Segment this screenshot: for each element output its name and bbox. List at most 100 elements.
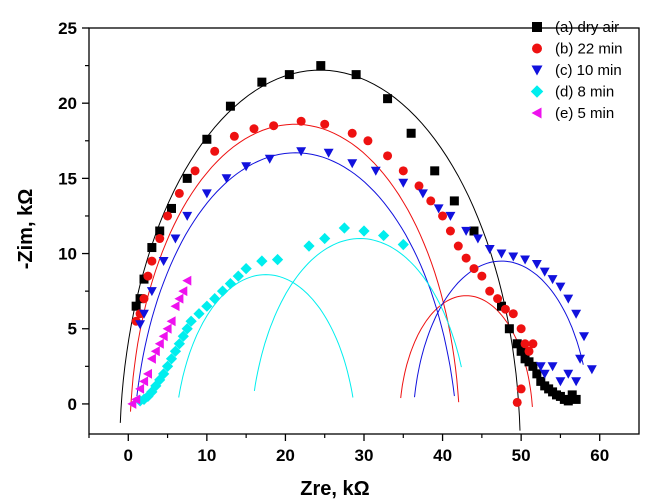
y-tick-label: 10 <box>58 245 77 264</box>
data-point <box>555 282 566 292</box>
data-point <box>445 211 456 221</box>
data-point <box>469 264 479 274</box>
data-point <box>512 339 522 349</box>
data-point <box>516 384 526 394</box>
data-point <box>169 345 182 357</box>
data-point <box>202 134 212 144</box>
data-point <box>536 376 546 386</box>
series-5 <box>127 275 192 409</box>
data-point <box>571 377 582 387</box>
legend-label: (c) 10 min <box>555 62 622 79</box>
series-3 <box>135 147 597 387</box>
data-point <box>497 301 506 311</box>
data-point <box>161 360 174 372</box>
data-point <box>579 332 589 342</box>
data-point <box>240 263 252 275</box>
data-point <box>225 101 235 111</box>
data-point <box>528 339 538 349</box>
data-point <box>182 173 192 183</box>
data-point <box>296 116 306 126</box>
data-point <box>264 154 275 164</box>
data-point <box>586 365 597 375</box>
data-point <box>363 136 373 146</box>
data-point <box>438 211 448 221</box>
data-point <box>135 383 145 394</box>
x-tick-label: 60 <box>590 446 609 465</box>
data-point <box>193 308 205 320</box>
data-point <box>461 226 472 236</box>
data-point <box>426 196 436 206</box>
x-tick-label: 0 <box>124 446 133 465</box>
data-point <box>430 166 440 176</box>
data-point <box>182 211 193 221</box>
data-point <box>397 238 409 251</box>
data-point <box>433 204 444 214</box>
data-point <box>316 61 326 71</box>
data-point <box>485 286 495 296</box>
fit-curve-8-min-second <box>253 237 462 391</box>
data-point <box>167 203 176 213</box>
x-tick-label: 10 <box>197 446 216 465</box>
y-axis: 0 5 10 15 20 25 <box>58 19 89 414</box>
data-point <box>520 255 530 265</box>
legend-marker <box>530 85 544 98</box>
data-point <box>461 253 471 263</box>
data-point <box>496 249 507 259</box>
data-point <box>284 70 294 80</box>
x-axis: 0 10 20 30 40 50 60 <box>88 434 609 465</box>
data-point <box>453 241 463 251</box>
data-point <box>135 320 145 330</box>
data-point <box>232 270 244 282</box>
data-point <box>165 353 178 365</box>
x-tick-label: 50 <box>512 446 531 465</box>
data-point <box>150 346 160 357</box>
data-point <box>512 397 522 407</box>
data-point <box>520 339 530 349</box>
x-tick-label: 30 <box>355 446 374 465</box>
legend-label: (a) dry air <box>555 19 619 36</box>
fit-curve-8-min <box>178 274 354 398</box>
legend-marker <box>532 22 542 32</box>
data-point <box>524 346 534 356</box>
data-point <box>469 226 479 236</box>
data-point <box>256 255 268 267</box>
data-point <box>378 229 390 242</box>
data-point <box>477 271 487 281</box>
data-point <box>271 253 284 266</box>
data-point <box>414 181 424 191</box>
data-point <box>528 361 538 371</box>
data-point <box>449 196 459 206</box>
fit-curve-10-min <box>136 152 455 397</box>
data-point <box>174 293 184 304</box>
data-point <box>571 309 582 319</box>
data-point <box>163 211 173 221</box>
data-point <box>555 377 566 387</box>
fit-curve-22-min <box>130 123 460 412</box>
data-point <box>170 301 180 312</box>
data-point <box>177 330 189 342</box>
data-point <box>224 278 237 290</box>
data-point <box>563 369 574 379</box>
data-point <box>162 323 172 334</box>
data-point <box>241 162 252 172</box>
legend-label: (b) 22 min <box>555 41 623 58</box>
y-tick-label: 5 <box>68 320 77 339</box>
data-point <box>216 285 229 297</box>
data-point <box>508 252 519 262</box>
data-point <box>567 390 577 400</box>
data-point <box>383 94 393 104</box>
data-point <box>173 338 185 350</box>
data-point <box>398 178 409 188</box>
data-point <box>166 316 176 327</box>
data-point <box>358 225 370 237</box>
x-tick-label: 40 <box>433 446 452 465</box>
data-point <box>139 376 149 387</box>
data-point <box>158 257 169 266</box>
fit-curve-10-min-second <box>414 260 584 398</box>
data-point <box>139 309 149 319</box>
data-point <box>146 353 156 364</box>
legend: (a) dry air (b) 22 min (c) 10 min (d) 8 min… <box>530 19 623 122</box>
data-point <box>174 188 184 198</box>
data-point <box>221 174 232 184</box>
